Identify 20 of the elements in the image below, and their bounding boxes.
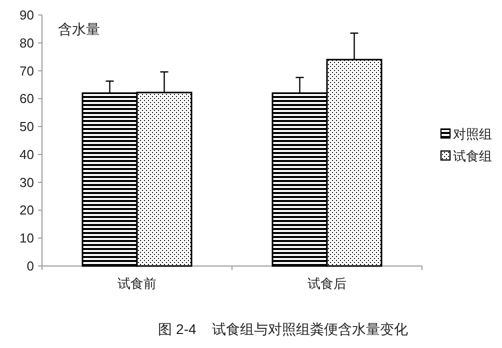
x-tick-label: 试食前 [118, 276, 156, 291]
y-tick-label: 50 [20, 119, 34, 134]
legend-label: 试食组 [453, 148, 492, 164]
bar [272, 92, 328, 267]
bar [136, 92, 192, 267]
y-tick-label: 70 [20, 63, 34, 78]
y-tick-label: 30 [20, 174, 34, 190]
y-tick-label: 20 [20, 202, 34, 218]
y-tick-label: 40 [20, 146, 34, 162]
y-tick-label: 80 [20, 35, 34, 50]
bar [326, 58, 382, 267]
text: 图 2-4 试食组与对照组粪便含水量变化 [158, 321, 408, 337]
x-tick-label: 试食后 [308, 276, 346, 291]
y-tick-label: 90 [20, 8, 34, 22]
y-tick-label: 60 [20, 91, 34, 106]
y-tick-label: 10 [20, 230, 34, 246]
legend-label: 对照组 [453, 126, 492, 142]
y-tick-label: 0 [26, 258, 34, 274]
bar [82, 92, 138, 267]
y-axis-title: 含水量 [58, 21, 100, 37]
